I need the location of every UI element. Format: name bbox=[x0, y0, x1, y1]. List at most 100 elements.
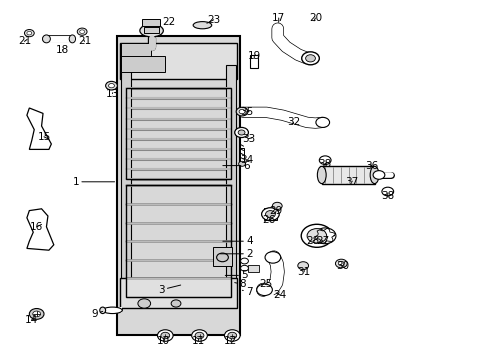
Text: 22: 22 bbox=[159, 17, 175, 27]
Ellipse shape bbox=[100, 307, 105, 314]
Text: 15: 15 bbox=[37, 132, 51, 142]
Bar bbox=[120, 43, 237, 79]
Ellipse shape bbox=[369, 166, 378, 184]
Text: 20: 20 bbox=[308, 13, 321, 23]
Text: 34: 34 bbox=[240, 155, 253, 165]
Ellipse shape bbox=[69, 35, 75, 43]
Circle shape bbox=[256, 284, 272, 296]
Circle shape bbox=[319, 156, 330, 165]
Text: 5: 5 bbox=[225, 270, 247, 280]
Circle shape bbox=[224, 330, 240, 341]
Bar bbox=[239, 148, 244, 164]
Circle shape bbox=[191, 330, 207, 341]
Circle shape bbox=[381, 187, 393, 196]
Circle shape bbox=[297, 262, 308, 270]
Bar bbox=[121, 56, 165, 72]
Circle shape bbox=[108, 84, 114, 88]
Bar bbox=[121, 43, 150, 58]
Circle shape bbox=[272, 202, 282, 210]
Circle shape bbox=[306, 229, 326, 243]
Circle shape bbox=[238, 161, 245, 166]
Text: 23: 23 bbox=[206, 15, 220, 25]
Circle shape bbox=[29, 309, 44, 319]
Bar bbox=[144, 27, 159, 33]
Text: 19: 19 bbox=[247, 51, 261, 61]
Text: 29: 29 bbox=[269, 206, 283, 216]
Bar bbox=[121, 65, 131, 306]
Bar bbox=[321, 166, 374, 184]
Polygon shape bbox=[27, 209, 54, 250]
Circle shape bbox=[157, 330, 173, 341]
Circle shape bbox=[27, 31, 32, 35]
Circle shape bbox=[234, 127, 248, 138]
Text: 31: 31 bbox=[297, 267, 310, 277]
Text: 37: 37 bbox=[345, 177, 358, 187]
Bar bbox=[102, 307, 122, 313]
Text: 21: 21 bbox=[18, 36, 31, 46]
Text: 27: 27 bbox=[315, 236, 329, 246]
Text: 6: 6 bbox=[223, 161, 250, 171]
Text: 4: 4 bbox=[223, 236, 252, 246]
Text: 1: 1 bbox=[72, 177, 114, 187]
Text: 24: 24 bbox=[273, 290, 286, 300]
Circle shape bbox=[338, 261, 344, 266]
Bar bbox=[212, 247, 232, 266]
Text: 18: 18 bbox=[56, 45, 69, 55]
Circle shape bbox=[238, 130, 244, 135]
Text: 13: 13 bbox=[105, 89, 119, 99]
Circle shape bbox=[264, 252, 280, 263]
Text: 36: 36 bbox=[364, 161, 378, 171]
Ellipse shape bbox=[193, 22, 211, 29]
Text: 38: 38 bbox=[380, 191, 394, 201]
Ellipse shape bbox=[102, 307, 122, 314]
Circle shape bbox=[240, 258, 248, 264]
Circle shape bbox=[138, 299, 150, 308]
Circle shape bbox=[261, 208, 279, 221]
Circle shape bbox=[24, 30, 34, 37]
Bar bbox=[120, 278, 237, 308]
Text: 16: 16 bbox=[30, 222, 43, 232]
Circle shape bbox=[171, 300, 181, 307]
Text: 35: 35 bbox=[240, 107, 253, 117]
Text: 12: 12 bbox=[224, 336, 237, 346]
Text: 11: 11 bbox=[191, 336, 204, 346]
Text: 7: 7 bbox=[242, 287, 252, 297]
Text: 25: 25 bbox=[258, 279, 272, 289]
Text: 32: 32 bbox=[286, 117, 300, 127]
Ellipse shape bbox=[317, 166, 325, 184]
Text: 28: 28 bbox=[305, 236, 319, 246]
Ellipse shape bbox=[140, 24, 163, 37]
Bar bbox=[225, 65, 235, 306]
Circle shape bbox=[240, 265, 248, 271]
Circle shape bbox=[227, 332, 236, 339]
Bar bbox=[117, 36, 239, 335]
Circle shape bbox=[315, 117, 329, 127]
Circle shape bbox=[236, 107, 247, 116]
Bar bbox=[264, 208, 276, 220]
Text: 8: 8 bbox=[234, 279, 246, 289]
Circle shape bbox=[301, 224, 332, 247]
Circle shape bbox=[314, 228, 335, 244]
Text: 38: 38 bbox=[318, 159, 331, 169]
Text: 26: 26 bbox=[262, 215, 275, 225]
Ellipse shape bbox=[42, 35, 50, 43]
Circle shape bbox=[80, 30, 84, 33]
Circle shape bbox=[195, 332, 203, 339]
Circle shape bbox=[161, 332, 169, 339]
Text: 10: 10 bbox=[157, 336, 170, 346]
Text: 14: 14 bbox=[25, 315, 39, 325]
Text: 17: 17 bbox=[271, 13, 285, 23]
Polygon shape bbox=[248, 265, 259, 272]
Bar bbox=[142, 19, 160, 26]
Bar bbox=[250, 55, 258, 68]
Circle shape bbox=[305, 55, 315, 62]
Text: 21: 21 bbox=[78, 36, 91, 46]
Text: 3: 3 bbox=[158, 285, 180, 295]
Text: 2: 2 bbox=[220, 249, 252, 259]
Circle shape bbox=[372, 171, 384, 179]
Circle shape bbox=[77, 28, 87, 35]
Circle shape bbox=[105, 81, 117, 90]
Bar bbox=[126, 88, 230, 179]
Text: 9: 9 bbox=[91, 309, 102, 319]
Circle shape bbox=[301, 52, 319, 65]
